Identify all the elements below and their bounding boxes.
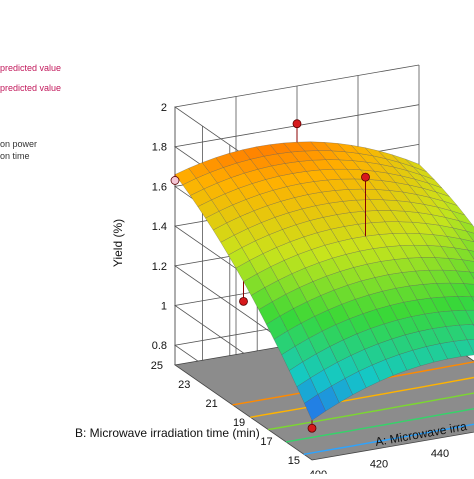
z-tick-label: 1.2: [152, 261, 167, 273]
y-tick-label: 23: [178, 379, 190, 391]
y-tick-label: 15: [288, 455, 300, 467]
design-point: [308, 424, 316, 432]
z-tick-label: 1.8: [152, 142, 167, 154]
design-point: [293, 120, 301, 128]
design-point: [240, 297, 248, 305]
z-axis-label: Yield (%): [111, 219, 125, 267]
z-tick-label: 1.4: [152, 221, 167, 233]
y-tick-label: 17: [260, 436, 272, 448]
z-tick-label: 1.6: [152, 181, 167, 193]
z-tick-label: 0.8: [152, 340, 167, 352]
legend-predicted-below: predicted value: [0, 83, 61, 93]
z-tick-label: 1: [161, 300, 167, 312]
x-tick-label: 400: [309, 469, 327, 474]
y-tick-label: 21: [206, 398, 218, 410]
legend-factor-b: on time: [0, 151, 30, 161]
x-tick-label: 420: [370, 459, 388, 471]
y-axis-label: B: Microwave irradiation time (min): [75, 426, 260, 440]
x-tick-label: 440: [431, 448, 449, 460]
legend-factor-a: on power: [0, 139, 37, 149]
design-point: [362, 173, 370, 181]
design-point: [171, 176, 179, 184]
z-tick-label: 2: [161, 102, 167, 114]
legend-predicted-above: predicted value: [0, 63, 61, 73]
y-tick-label: 25: [151, 360, 163, 372]
